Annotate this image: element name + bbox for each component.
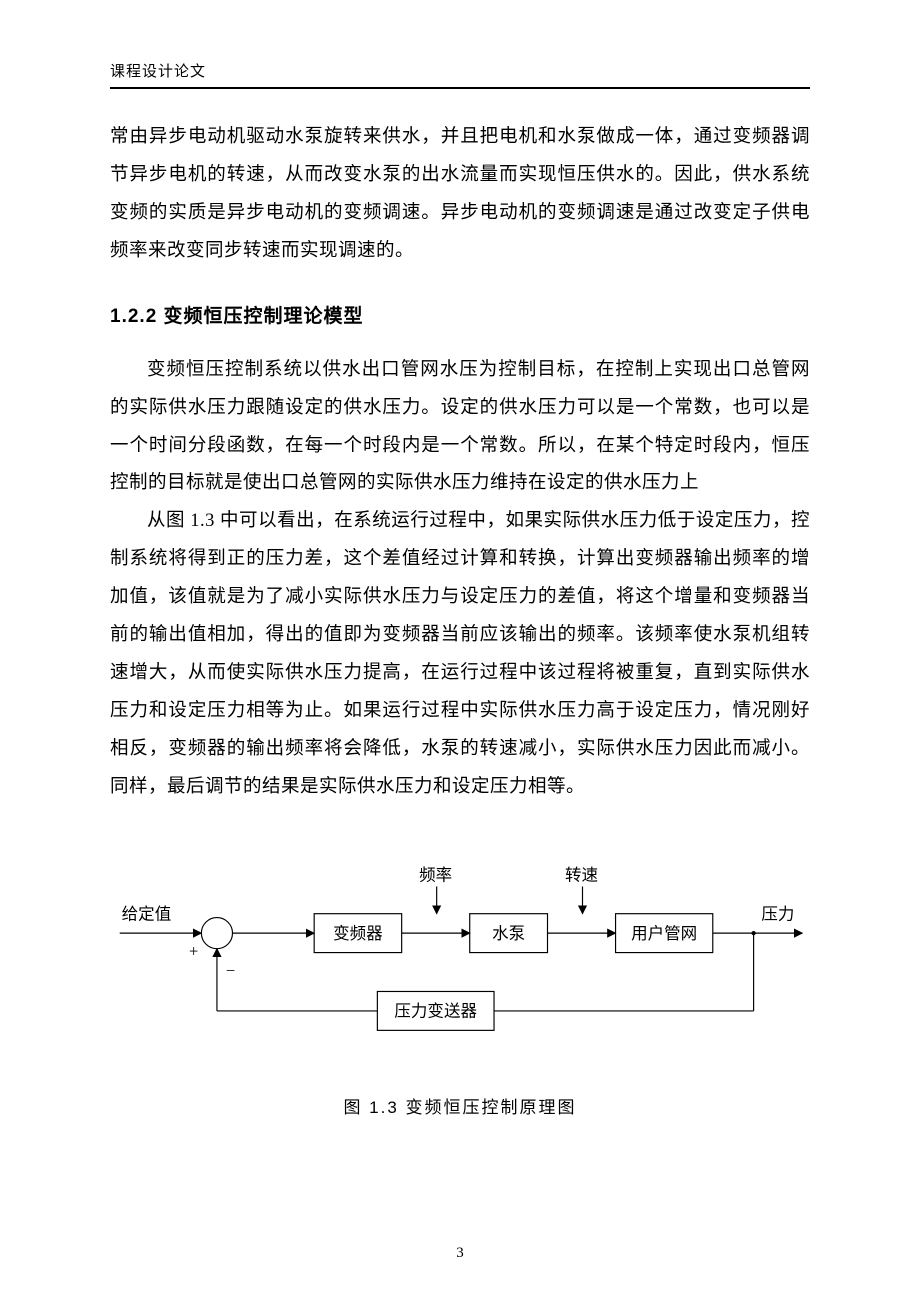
- svg-text:转速: 转速: [565, 865, 598, 884]
- svg-text:给定值: 给定值: [122, 904, 172, 923]
- svg-text:水泵: 水泵: [492, 924, 525, 943]
- svg-text:用户管网: 用户管网: [631, 924, 697, 943]
- svg-text:−: −: [226, 961, 235, 980]
- paragraph-2: 从图 1.3 中可以看出，在系统运行过程中，如果实际供水压力低于设定压力，控制系…: [110, 503, 810, 806]
- section-heading-1-2-2: 1.2.2 变频恒压控制理论模型: [110, 301, 810, 328]
- page-header: 课程设计论文: [110, 60, 810, 89]
- svg-text:频率: 频率: [419, 865, 452, 884]
- svg-text:压力变送器: 压力变送器: [394, 1002, 477, 1021]
- svg-text:+: +: [189, 941, 198, 960]
- intro-paragraph: 常由异步电动机驱动水泵旋转来供水，并且把电机和水泵做成一体，通过变频器调节异步电…: [110, 119, 810, 271]
- page-number: 3: [0, 1245, 920, 1262]
- paragraph-1: 变频恒压控制系统以供水出口管网水压为控制目标，在控制上实现出口总管网的实际供水压…: [110, 352, 810, 504]
- block-diagram: 变频器 水泵 用户管网压力变送器 给定值 频率 转速压力 + −: [110, 843, 810, 1033]
- svg-text:压力: 压力: [761, 904, 794, 923]
- figure-caption: 图 1.3 变频恒压控制原理图: [110, 1093, 810, 1118]
- svg-text:变频器: 变频器: [333, 924, 383, 943]
